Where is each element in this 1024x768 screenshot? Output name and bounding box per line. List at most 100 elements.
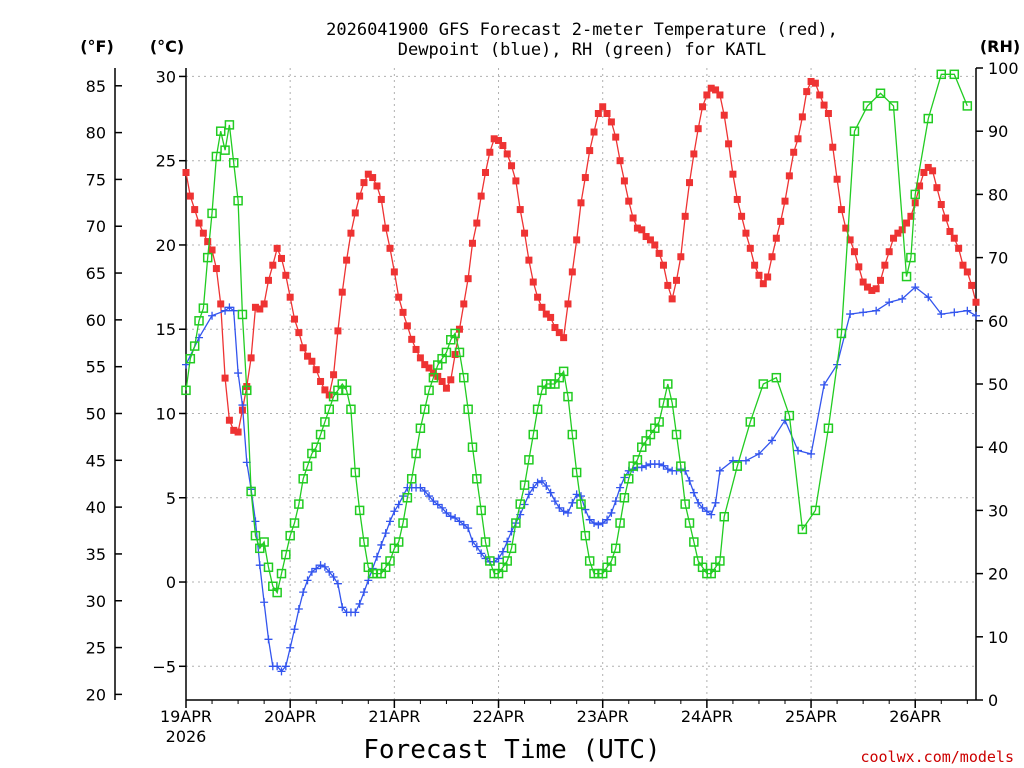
temperature-point (247, 354, 255, 362)
dewpoint-point (420, 487, 429, 496)
dewpoint-point (794, 446, 803, 455)
temperature-point (803, 88, 811, 96)
rh-point (211, 151, 222, 162)
temperature-point (924, 163, 932, 171)
rh-point (311, 442, 321, 452)
temperature-point (277, 254, 285, 262)
rh-point (428, 372, 439, 383)
fahrenheit-tick-label: 25 (86, 639, 106, 658)
fahrenheit-tick-label: 30 (86, 592, 106, 611)
rh-point (398, 518, 408, 528)
temperature-series (182, 77, 980, 436)
rh-tick-label: 10 (988, 628, 1008, 647)
rh-point (519, 480, 530, 490)
dewpoint-point (238, 401, 247, 410)
rh-point (758, 379, 769, 389)
dewpoint-point (585, 515, 594, 524)
dewpoint-point (924, 293, 933, 302)
dewpoint-point (898, 294, 907, 303)
temperature-point (464, 275, 472, 283)
rh-point (663, 379, 673, 389)
dewpoint-point (637, 463, 646, 472)
dewpoint-point (416, 483, 425, 492)
rh-point (671, 429, 682, 440)
rh-point (558, 366, 569, 377)
dewpoint-point (741, 456, 750, 465)
relative-humidity-series (181, 69, 973, 598)
temperature-point (599, 103, 607, 111)
rh-point (259, 537, 269, 547)
temperature-point (790, 148, 798, 156)
rh-point (215, 126, 226, 136)
rh-point (511, 518, 521, 528)
x-tick-label: 23APR (577, 707, 629, 726)
temperature-point (225, 416, 233, 424)
rh-tick-label: 20 (988, 565, 1008, 584)
dewpoint-point (472, 542, 481, 551)
rh-point (567, 429, 578, 440)
dewpoint-point (642, 461, 651, 470)
rh-tick-label: 80 (988, 185, 1008, 204)
dewpoint-point (611, 497, 620, 506)
dewpoint-point (316, 561, 325, 570)
temperature-point (486, 148, 494, 156)
rh-point (849, 126, 860, 136)
temperature-point (694, 125, 702, 133)
rh-point (276, 568, 287, 579)
rh-point (346, 404, 356, 415)
dewpoint-point (329, 572, 338, 581)
dewpoint-point (603, 515, 612, 524)
temperature-point (347, 229, 355, 237)
dewpoint-point (659, 461, 668, 470)
rh-point (615, 518, 625, 528)
rh-point (402, 493, 413, 503)
rh-point (571, 467, 582, 478)
dewpoint-point (498, 547, 507, 556)
temperature-point (251, 303, 259, 311)
temperature-point (256, 305, 264, 313)
dewpoint-series (182, 283, 980, 676)
temperature-point (859, 278, 867, 286)
temperature-point (959, 261, 967, 269)
temperature-point (503, 150, 511, 158)
rh-point (350, 467, 361, 478)
rh-point (875, 88, 886, 99)
dewpoint-point (468, 537, 477, 546)
rh-tick-label: 100 (988, 59, 1019, 78)
rh-point (606, 556, 617, 566)
rh-point (441, 347, 452, 358)
rh-point (936, 69, 947, 80)
temperature-point (738, 212, 746, 220)
temperature-point (534, 293, 542, 301)
temperature-point (677, 253, 685, 261)
temperature-point (863, 283, 871, 291)
rh-tick-label: 40 (988, 438, 1008, 457)
temperature-point (273, 244, 281, 252)
temperature-point (968, 281, 976, 289)
temperature-point (425, 364, 433, 372)
dewpoint-point (255, 561, 264, 570)
dewpoint-point (294, 604, 303, 613)
dewpoint-point (251, 517, 260, 526)
rh-point (619, 493, 630, 503)
fahrenheit-tick-label: 85 (86, 77, 106, 96)
temperature-point (286, 293, 294, 301)
x-tick-label: 19APR (160, 707, 212, 726)
temperature-point (777, 217, 785, 225)
rh-point (667, 398, 677, 408)
celsius-tick-label: 20 (156, 236, 176, 255)
dewpoint-point (590, 519, 599, 528)
rh-point (862, 101, 873, 111)
temperature-point (681, 212, 689, 220)
rh-point (632, 455, 643, 465)
temperature-point (282, 271, 290, 279)
temperature-point (607, 118, 615, 126)
temperature-point (525, 256, 533, 264)
fahrenheit-tick-label: 55 (86, 358, 106, 377)
rh-point (354, 505, 365, 516)
temperature-point (330, 371, 338, 379)
temperature-point (204, 238, 212, 246)
rh-unit-label: (RH) (980, 37, 1020, 56)
temperature-point (842, 224, 850, 232)
rh-point (576, 499, 586, 509)
